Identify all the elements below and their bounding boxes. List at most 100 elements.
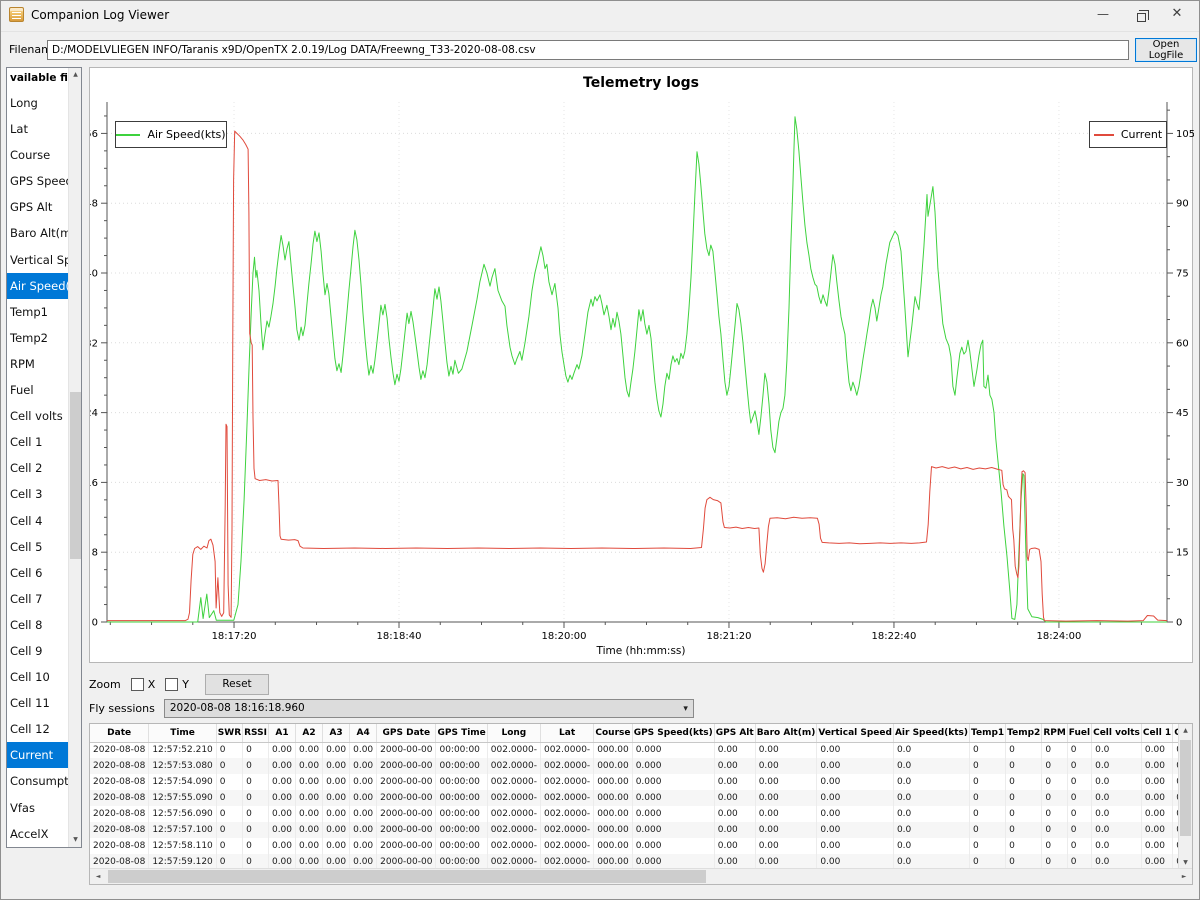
open-logfile-button[interactable]: Open LogFile — [1135, 38, 1197, 62]
right-tick-label: 30 — [1176, 478, 1189, 489]
sidebar-item-consumption[interactable]: Consumption — [10, 774, 68, 789]
table-cell: 2020-08-08 — [90, 758, 150, 774]
column-header-baro-alt-m[interactable]: Baro Alt(m) — [755, 724, 818, 743]
sidebar-item-cell-11[interactable]: Cell 11 — [10, 696, 50, 711]
column-header-gps-time[interactable]: GPS Time — [435, 724, 488, 743]
table-cell: 0 — [242, 822, 269, 838]
scroll-down-icon[interactable]: ▼ — [73, 836, 78, 843]
table-cell: 0.000 — [632, 790, 715, 806]
column-header-time[interactable]: Time — [148, 724, 217, 743]
column-header-cell-2[interactable]: Cell 2 — [1172, 724, 1179, 743]
table-horizontal-scrollbar[interactable]: ◄ ► — [90, 868, 1192, 884]
table-row[interactable]: 2020-08-08 12:57:58.110 0 0 0.00 0.00 0.00 0.00… — [90, 838, 1179, 854]
table-row[interactable]: 2020-08-08 12:57:56.090 0 0 0.00 0.00 0.00 0.00… — [90, 806, 1179, 822]
scroll-up-icon[interactable]: ▲ — [73, 71, 78, 78]
column-header-course[interactable]: Course — [593, 724, 633, 743]
column-header-temp1[interactable]: Temp1 — [969, 724, 1007, 743]
column-header-rpm[interactable]: RPM — [1041, 724, 1068, 743]
column-header-lat[interactable]: Lat — [540, 724, 595, 743]
table-cell: 0.0 — [1091, 838, 1142, 854]
fly-session-select[interactable]: 2020-08-08 18:16:18.960 ▾ — [163, 698, 694, 718]
column-header-swr[interactable]: SWR — [216, 724, 244, 743]
sidebar-item-cell-5[interactable]: Cell 5 — [10, 539, 43, 554]
column-header-gps-alt[interactable]: GPS Alt — [714, 724, 756, 743]
table-cell: 002.0000- — [487, 854, 541, 870]
sidebar-item-long[interactable]: Long — [10, 96, 38, 110]
table-hscroll-thumb[interactable] — [108, 870, 706, 883]
sidebar-item-vfas[interactable]: Vfas — [10, 800, 35, 815]
table-cell: 0.00 — [322, 742, 351, 758]
table-row[interactable]: 2020-08-08 12:57:57.100 0 0 0.00 0.00 0.00 0.00… — [90, 822, 1179, 838]
table-vertical-scrollbar[interactable]: ▲ ▼ — [1178, 724, 1192, 870]
table-cell: 0.00 — [816, 758, 894, 774]
sidebar-item-gps-alt[interactable]: GPS Alt — [10, 200, 53, 215]
telemetry-table[interactable]: Date Time SWR RSSI A1 A2 A3 A4 GPS Date GPS Time L… — [90, 724, 1179, 870]
sidebar-item-cell-4[interactable]: Cell 4 — [10, 513, 43, 528]
close-button[interactable]: ✕ — [1171, 6, 1183, 21]
telemetry-chart[interactable]: 0 8 16 24 32 40 48 56 0 15 30 45 60 75 90 105 18:17:20 18… — [90, 68, 1194, 664]
filename-input[interactable] — [47, 40, 1129, 60]
scroll-right-icon[interactable]: ► — [1181, 873, 1187, 880]
sidebar-item-gps-speed[interactable]: GPS Speed... — [10, 174, 68, 189]
scroll-left-icon[interactable]: ◄ — [95, 873, 101, 880]
column-header-a4[interactable]: A4 — [349, 724, 378, 743]
sidebar-item-course[interactable]: Course — [10, 148, 51, 163]
table-cell: 0.00 — [349, 806, 378, 822]
sidebar-item-temp1[interactable]: Temp1 — [10, 304, 48, 319]
zoom-y-checkbox[interactable] — [165, 677, 179, 691]
sidebar-item-vertical-sp[interactable]: Vertical Sp... — [10, 252, 68, 267]
table-cell: 00:00:00 — [435, 758, 488, 774]
sidebar-item-temp2[interactable]: Temp2 — [10, 330, 48, 345]
table-row[interactable]: 2020-08-08 12:57:52.210 0 0 0.00 0.00 0.00 0.00… — [90, 742, 1179, 758]
restore-button[interactable] — [1123, 1, 1159, 27]
table-cell: 0.00 — [268, 742, 297, 758]
sidebar-item-cell-2[interactable]: Cell 2 — [10, 461, 43, 476]
sidebar-item-cell-3[interactable]: Cell 3 — [10, 487, 43, 502]
table-row[interactable]: 2020-08-08 12:57:54.090 0 0 0.00 0.00 0.00 0.00… — [90, 774, 1179, 790]
table-cell: 2000-00-00 — [376, 742, 437, 758]
sidebar-item-air-speed-k[interactable]: Air Speed(k... — [7, 272, 68, 299]
zoom-x-checkbox[interactable] — [130, 677, 144, 691]
reset-button[interactable]: Reset — [205, 673, 269, 695]
minimize-button[interactable]: — — [1097, 7, 1109, 21]
sidebar-item-accelx[interactable]: AccelX — [10, 826, 49, 841]
table-row[interactable]: 2020-08-08 12:57:59.120 0 0 0.00 0.00 0.00 0.00… — [90, 854, 1179, 870]
column-header-fuel[interactable]: Fuel — [1067, 724, 1093, 743]
table-vscroll-thumb[interactable] — [1180, 740, 1191, 836]
column-header-rssi[interactable]: RSSI — [242, 724, 269, 743]
scroll-up-icon[interactable]: ▲ — [1183, 727, 1188, 734]
sidebar-item-lat[interactable]: Lat — [10, 122, 28, 137]
scroll-down-icon[interactable]: ▼ — [1183, 859, 1188, 866]
column-header-date[interactable]: Date — [90, 724, 150, 743]
column-header-gps-date[interactable]: GPS Date — [376, 724, 437, 743]
column-header-long[interactable]: Long — [487, 724, 541, 743]
sidebar-item-cell-12[interactable]: Cell 12 — [10, 722, 50, 737]
sidebar-item-cell-6[interactable]: Cell 6 — [10, 565, 43, 580]
sidebar-item-baro-alt-m[interactable]: Baro Alt(m) — [10, 226, 68, 241]
table-cell: 0 — [1067, 758, 1093, 774]
column-header-temp2[interactable]: Temp2 — [1005, 724, 1043, 743]
table-row[interactable]: 2020-08-08 12:57:53.080 0 0 0.00 0.00 0.00 0.00… — [90, 758, 1179, 774]
column-header-cell-volts[interactable]: Cell volts — [1091, 724, 1142, 743]
sidebar-item-cell-8[interactable]: Cell 8 — [10, 617, 43, 632]
column-header-vertical-speed[interactable]: Vertical Speed — [816, 724, 894, 743]
sidebar-item-rpm[interactable]: RPM — [10, 356, 35, 371]
column-header-cell-1[interactable]: Cell 1 — [1141, 724, 1174, 743]
column-header-a3[interactable]: A3 — [322, 724, 351, 743]
table-row[interactable]: 2020-08-08 12:57:55.090 0 0 0.00 0.00 0.00 0.00… — [90, 790, 1179, 806]
column-header-air-speed-kts[interactable]: Air Speed(kts) — [893, 724, 971, 743]
table-cell: 0.00 — [714, 790, 756, 806]
sidebar-item-fuel[interactable]: Fuel — [10, 383, 34, 398]
table-cell: 0.00 — [1172, 790, 1179, 806]
sidebar-item-current[interactable]: Current — [7, 742, 68, 769]
sidebar-item-cell-volts[interactable]: Cell volts — [10, 409, 63, 424]
sidebar-item-cell-9[interactable]: Cell 9 — [10, 643, 43, 658]
sidebar-scroll-thumb[interactable] — [70, 392, 81, 559]
column-header-a2[interactable]: A2 — [295, 724, 324, 743]
column-header-a1[interactable]: A1 — [268, 724, 297, 743]
sidebar-scrollbar[interactable]: ▲ ▼ — [68, 68, 81, 847]
sidebar-item-cell-7[interactable]: Cell 7 — [10, 591, 43, 606]
column-header-gps-speed-kts[interactable]: GPS Speed(kts) — [632, 724, 715, 743]
sidebar-item-cell-10[interactable]: Cell 10 — [10, 670, 50, 685]
sidebar-item-cell-1[interactable]: Cell 1 — [10, 435, 43, 450]
